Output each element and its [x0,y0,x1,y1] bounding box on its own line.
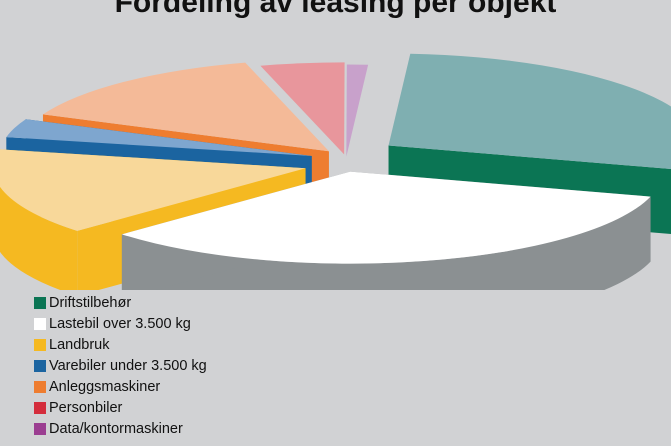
legend-label: Driftstilbehør [49,294,132,311]
legend-swatch [34,296,46,309]
slice-side-lastebil-over-3-500-kg [121,196,651,290]
legend-swatch [34,338,46,351]
legend-item-anleggsmaskiner: Anleggsmaskiner [34,376,207,397]
legend-label: Personbiler [49,399,123,416]
legend-label: Lastebil over 3.500 kg [49,315,191,332]
legend-item-data-kontormaskiner: Data/kontormaskiner [34,418,207,439]
legend-swatch [34,380,46,393]
legend-item-personbiler: Personbiler [34,397,207,418]
pie-chart [0,53,671,290]
legend-item-driftstilbeh-r: Driftstilbehør [34,292,207,313]
legend-swatch [34,401,46,414]
legend-label: Varebiler under 3.500 kg [49,357,207,374]
legend-swatch [34,317,46,330]
slice-data-kontormaskiner [346,64,369,157]
legend: Driftstilbehør Lastebil over 3.500 kg Land… [34,292,207,439]
legend-label: Landbruk [49,336,110,353]
legend-item-lastebil-over-3-500-kg: Lastebil over 3.500 kg [34,313,207,334]
legend-label: Anleggsmaskiner [49,378,161,395]
slice-lastebil-over-3-500-kg [121,171,651,264]
slice-personbiler [260,62,345,155]
slice-landbruk [0,149,306,231]
slice-varebiler-under-3-500-kg [6,119,312,156]
slice-anleggsmaskiner [42,62,329,152]
legend-swatch [34,422,46,435]
legend-item-landbruk: Landbruk [34,334,207,355]
chart-title: Fordeling av leasing per objekt [114,0,557,19]
slice-driftstilbeh-r [388,53,671,170]
slice-side-landbruk [0,186,78,290]
legend-label: Data/kontormaskiner [49,420,183,437]
legend-item-varebiler-under-3-500-kg: Varebiler under 3.500 kg [34,355,207,376]
legend-swatch [34,359,46,372]
